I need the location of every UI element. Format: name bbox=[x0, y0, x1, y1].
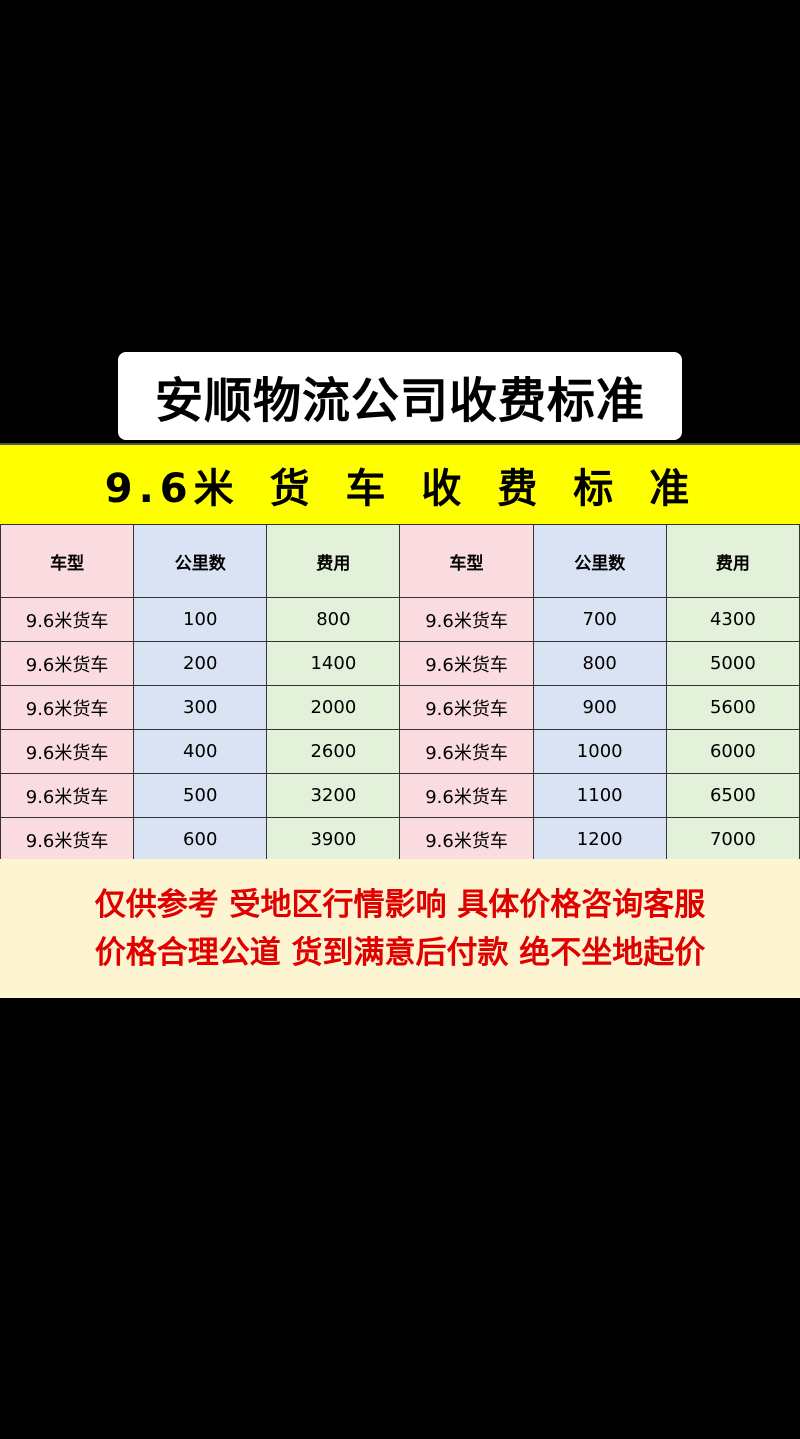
km-cell: 1000 bbox=[532, 729, 667, 774]
banner: 9.6米 货 车 收 费 标 准 bbox=[0, 443, 800, 524]
page-title: 安顺物流公司收费标准 bbox=[154, 373, 645, 429]
km-cell: 100 bbox=[133, 597, 268, 642]
column-header: 公里数 bbox=[133, 524, 268, 598]
km-cell: 1100 bbox=[532, 773, 667, 818]
fee-cell: 1400 bbox=[266, 641, 401, 686]
vehicle-cell: 9.6米货车 bbox=[399, 729, 534, 774]
km-cell: 200 bbox=[133, 641, 268, 686]
km-cell: 700 bbox=[532, 597, 667, 642]
vehicle-cell: 9.6米货车 bbox=[399, 773, 534, 818]
table-row: 9.6米货车 100 800 9.6米货车 700 4300 bbox=[0, 597, 800, 642]
km-cell: 500 bbox=[133, 773, 268, 818]
table-row: 9.6米货车 500 3200 9.6米货车 1100 6500 bbox=[0, 773, 800, 818]
km-cell: 900 bbox=[532, 685, 667, 730]
fee-cell: 6500 bbox=[665, 773, 800, 818]
fee-cell: 3900 bbox=[266, 817, 401, 862]
note-line-2: 价格合理公道 货到满意后付款 绝不坐地起价 bbox=[94, 934, 706, 971]
km-cell: 400 bbox=[133, 729, 268, 774]
banner-title: 9.6米 货 车 收 费 标 准 bbox=[104, 465, 696, 512]
fee-cell: 5600 bbox=[665, 685, 800, 730]
column-header: 车型 bbox=[399, 524, 534, 598]
vehicle-cell: 9.6米货车 bbox=[399, 817, 534, 862]
vehicle-cell: 9.6米货车 bbox=[0, 729, 135, 774]
fee-cell: 4300 bbox=[665, 597, 800, 642]
vehicle-cell: 9.6米货车 bbox=[0, 597, 135, 642]
table-row: 9.6米货车 600 3900 9.6米货车 1200 7000 bbox=[0, 817, 800, 862]
column-header: 费用 bbox=[266, 524, 401, 598]
km-cell: 600 bbox=[133, 817, 268, 862]
vehicle-cell: 9.6米货车 bbox=[399, 641, 534, 686]
vehicle-cell: 9.6米货车 bbox=[399, 685, 534, 730]
vehicle-cell: 9.6米货车 bbox=[399, 597, 534, 642]
table-row: 9.6米货车 200 1400 9.6米货车 800 5000 bbox=[0, 641, 800, 686]
table-header-row: 车型 公里数 费用 车型 公里数 费用 bbox=[0, 524, 800, 598]
vehicle-cell: 9.6米货车 bbox=[0, 817, 135, 862]
km-cell: 1200 bbox=[532, 817, 667, 862]
fee-cell: 5000 bbox=[665, 641, 800, 686]
column-header: 车型 bbox=[0, 524, 135, 598]
price-table: 车型 公里数 费用 车型 公里数 费用 9.6米货车 100 800 9.6米货车 700 4300 9… bbox=[0, 524, 800, 862]
fee-cell: 2600 bbox=[266, 729, 401, 774]
note-line-1: 仅供参考 受地区行情影响 具体价格咨询客服 bbox=[94, 886, 706, 923]
km-cell: 300 bbox=[133, 685, 268, 730]
table-row: 9.6米货车 400 2600 9.6米货车 1000 6000 bbox=[0, 729, 800, 774]
column-header: 费用 bbox=[665, 524, 800, 598]
km-cell: 800 bbox=[532, 641, 667, 686]
fee-cell: 7000 bbox=[665, 817, 800, 862]
fee-cell: 3200 bbox=[266, 773, 401, 818]
disclaimer-note: 仅供参考 受地区行情影响 具体价格咨询客服 价格合理公道 货到满意后付款 绝不坐… bbox=[0, 859, 800, 998]
table-row: 9.6米货车 300 2000 9.6米货车 900 5600 bbox=[0, 685, 800, 730]
title-box: 安顺物流公司收费标准 bbox=[118, 352, 682, 440]
vehicle-cell: 9.6米货车 bbox=[0, 773, 135, 818]
fee-cell: 6000 bbox=[665, 729, 800, 774]
column-header: 公里数 bbox=[532, 524, 667, 598]
fee-cell: 2000 bbox=[266, 685, 401, 730]
vehicle-cell: 9.6米货车 bbox=[0, 641, 135, 686]
vehicle-cell: 9.6米货车 bbox=[0, 685, 135, 730]
fee-cell: 800 bbox=[266, 597, 401, 642]
